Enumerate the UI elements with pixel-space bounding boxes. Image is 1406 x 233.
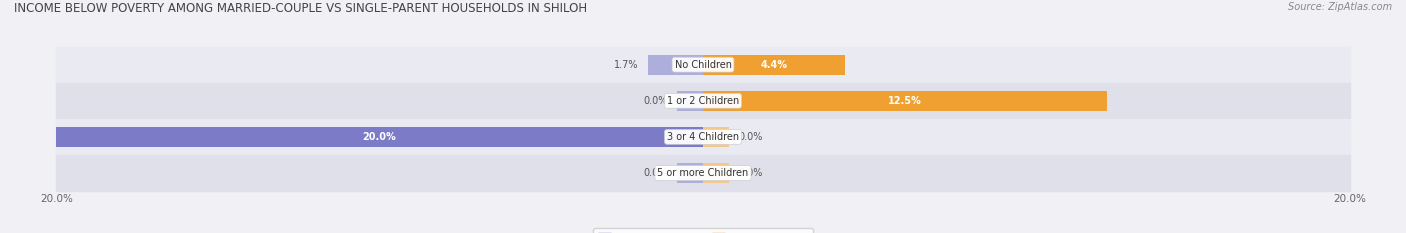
Bar [56, 127, 703, 147]
Bar [703, 55, 845, 75]
Legend: Married Couples, Single Parents: Married Couples, Single Parents [593, 228, 813, 233]
Text: 0.0%: 0.0% [738, 132, 763, 142]
Bar [56, 155, 1350, 191]
Bar [56, 83, 1350, 119]
Bar [56, 119, 1350, 155]
Bar [648, 55, 703, 75]
Text: Source: ZipAtlas.com: Source: ZipAtlas.com [1288, 2, 1392, 12]
Text: 4.4%: 4.4% [761, 60, 787, 70]
Bar [703, 91, 1108, 111]
Text: 1 or 2 Children: 1 or 2 Children [666, 96, 740, 106]
Text: 0.0%: 0.0% [738, 168, 763, 178]
Text: 1.7%: 1.7% [614, 60, 638, 70]
Text: 0.0%: 0.0% [643, 96, 668, 106]
Bar [678, 91, 703, 111]
Text: 0.0%: 0.0% [643, 168, 668, 178]
Text: 5 or more Children: 5 or more Children [658, 168, 748, 178]
Bar [703, 127, 728, 147]
Text: INCOME BELOW POVERTY AMONG MARRIED-COUPLE VS SINGLE-PARENT HOUSEHOLDS IN SHILOH: INCOME BELOW POVERTY AMONG MARRIED-COUPL… [14, 2, 588, 15]
Bar [56, 47, 1350, 83]
Text: 20.0%: 20.0% [363, 132, 396, 142]
Bar [678, 163, 703, 183]
Text: 3 or 4 Children: 3 or 4 Children [666, 132, 740, 142]
Text: 12.5%: 12.5% [889, 96, 922, 106]
Text: No Children: No Children [675, 60, 731, 70]
Bar [703, 163, 728, 183]
